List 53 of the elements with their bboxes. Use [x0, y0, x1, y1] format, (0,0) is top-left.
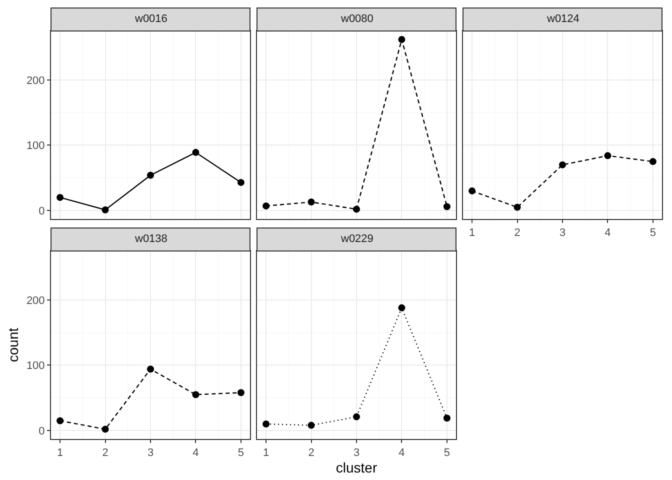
point	[56, 194, 64, 201]
point	[398, 304, 406, 312]
point	[514, 204, 521, 211]
x-tick-label: 1	[262, 447, 270, 460]
point	[443, 414, 450, 422]
y-tick-label: 100	[26, 360, 45, 372]
x-tick-label: 1	[468, 227, 476, 240]
x-tick-label: 2	[514, 227, 520, 240]
x-tick-label: 2	[308, 447, 314, 460]
point	[102, 206, 109, 214]
point	[308, 422, 315, 429]
x-tick-label: 2	[102, 447, 108, 460]
point	[262, 202, 270, 210]
x-tick-label: 4	[192, 447, 199, 460]
point	[192, 391, 200, 398]
point	[262, 420, 270, 428]
chart-title: w0080	[340, 13, 374, 25]
y-tick-label: 0	[38, 205, 45, 218]
point	[237, 389, 244, 396]
y-tick-label: 100	[26, 140, 45, 152]
point	[468, 187, 476, 194]
x-tick-label: 4	[604, 227, 611, 240]
point	[559, 161, 566, 168]
point	[237, 178, 244, 186]
x-tick-label: 5	[238, 447, 244, 460]
chart-title: w0138	[134, 233, 168, 245]
point	[192, 148, 200, 156]
x-tick-label: 4	[398, 447, 405, 460]
point	[308, 198, 315, 206]
y-tick-label: 0	[38, 425, 45, 438]
x-tick-label: 5	[444, 447, 450, 460]
point	[398, 36, 406, 43]
point	[649, 158, 656, 166]
chart-title: w0124	[546, 13, 580, 25]
x-tick-label: 3	[559, 227, 566, 240]
y-axis-title: count	[5, 328, 22, 362]
chart-title: w0016	[134, 13, 168, 25]
chart-title: w0229	[340, 233, 374, 245]
point	[147, 366, 154, 373]
point	[353, 413, 360, 420]
x-tick-label: 5	[650, 227, 656, 240]
point	[353, 206, 360, 213]
point	[56, 417, 64, 424]
point	[604, 152, 612, 160]
x-axis-title: cluster	[336, 460, 378, 476]
x-tick-label: 3	[353, 447, 360, 460]
point	[443, 203, 450, 210]
x-tick-label: 1	[56, 447, 64, 460]
point	[147, 172, 154, 179]
y-tick-label: 200	[26, 74, 45, 87]
point	[102, 426, 109, 433]
y-tick-label: 200	[26, 294, 45, 307]
x-tick-label: 3	[147, 447, 154, 460]
